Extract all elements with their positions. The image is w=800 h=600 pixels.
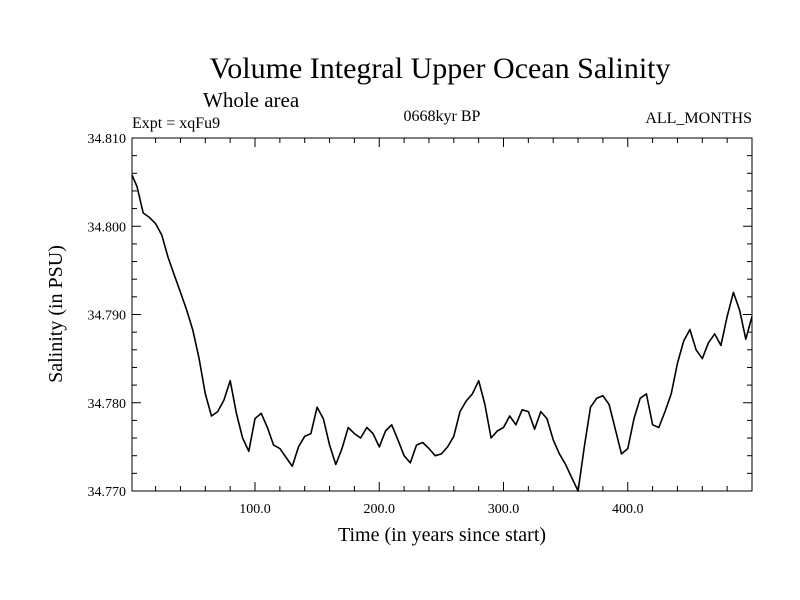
y-tick-label: 34.800: [88, 220, 127, 235]
y-tick-label: 34.780: [88, 397, 127, 412]
axis-tick-labels: 100.0 200.0 300.0 400.0 34.770 34.780 34.790 34…: [88, 132, 644, 517]
y-tick-label: 34.810: [88, 132, 127, 147]
salinity-series-line: [131, 174, 753, 492]
x-axis-label: Time (in years since start): [338, 524, 546, 546]
period-label: 0668kyr BP: [404, 108, 481, 125]
chart-title: Volume Integral Upper Ocean Salinity: [210, 52, 671, 85]
y-tick-label: 34.770: [88, 485, 127, 500]
axis-ticks: [132, 138, 752, 491]
experiment-label: Expt = xqFu9: [132, 115, 220, 132]
chart-subtitle: Whole area: [203, 88, 300, 112]
months-label: ALL_MONTHS: [645, 110, 752, 127]
x-tick-label: 100.0: [239, 502, 271, 517]
x-tick-label: 200.0: [364, 502, 396, 517]
x-tick-label: 400.0: [612, 502, 644, 517]
x-tick-label: 300.0: [488, 502, 520, 517]
plot-frame: [131, 137, 753, 492]
y-tick-label: 34.790: [88, 309, 127, 324]
y-axis-label: Salinity (in PSU): [45, 245, 67, 383]
